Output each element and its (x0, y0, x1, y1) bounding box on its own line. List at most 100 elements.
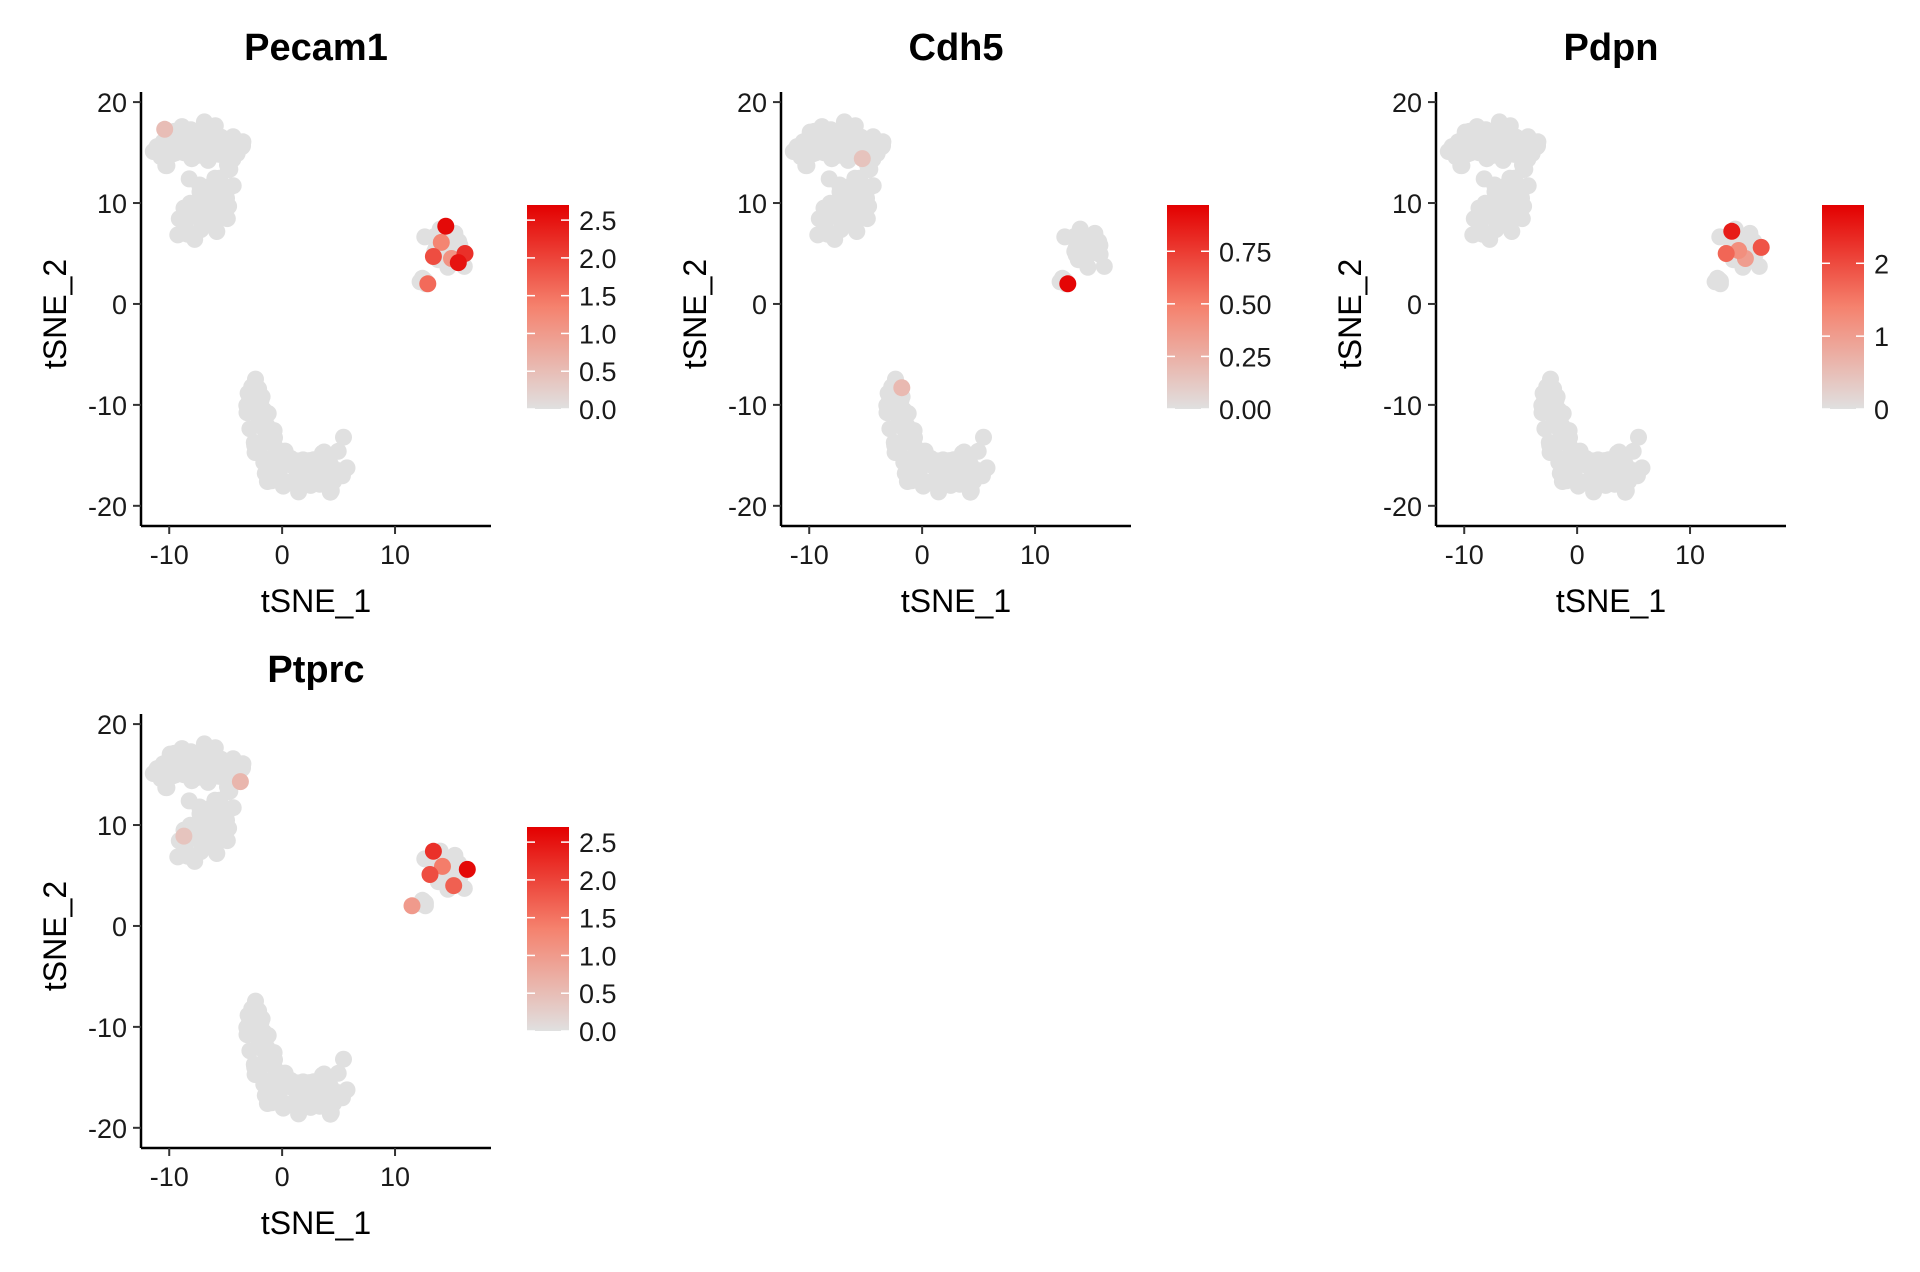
x-tick-label: 0 (915, 540, 930, 570)
cell-point (810, 210, 828, 228)
cell-points-expressing (853, 150, 1077, 397)
cell-point (960, 474, 978, 492)
x-tick-label: 10 (380, 1162, 410, 1192)
x-tick-label: -10 (1445, 540, 1484, 570)
x-tick-label: -10 (790, 540, 829, 570)
cell-point (241, 391, 258, 409)
cell-point (277, 473, 295, 491)
cell-point (1514, 156, 1531, 174)
feature-panel-pecam1: Pecam1 -10 0 10 20 10 0 -10 -20 tSNE_1 tSNE_2 0.0 0.… (37, 27, 617, 619)
cell-point (898, 473, 916, 490)
cell-point (917, 473, 935, 491)
expressing-cell-point (437, 217, 455, 235)
cell-point (792, 148, 810, 166)
cell-point (294, 451, 312, 469)
cell-point (416, 228, 434, 246)
cell-point (313, 1066, 331, 1084)
expressing-cell-point (421, 866, 439, 883)
cell-point (1529, 137, 1546, 155)
expressing-cell-point (156, 120, 174, 138)
x-tick-label: 10 (1675, 540, 1705, 570)
cell-point (831, 183, 849, 201)
cell-point (277, 1095, 295, 1113)
cell-point (291, 477, 309, 495)
cell-point (224, 177, 242, 195)
cell-point (874, 137, 891, 155)
cell-point (234, 759, 251, 777)
x-tick-label: 0 (275, 540, 290, 570)
cell-point (1542, 370, 1559, 388)
cell-point (973, 467, 991, 485)
cell-point (847, 180, 865, 198)
x-axis-title: tSNE_1 (901, 583, 1011, 619)
legend-label: 0.5 (579, 979, 617, 1009)
y-tick-label: -10 (88, 1013, 127, 1043)
cell-point (1555, 430, 1573, 448)
y-tick-label: 10 (1392, 189, 1422, 219)
legend-label: 2 (1874, 249, 1889, 279)
expressing-cell-point (403, 897, 421, 915)
cell-point (1475, 170, 1493, 188)
cell-point (247, 992, 264, 1010)
y-axis-title: tSNE_2 (37, 259, 73, 369)
y-tick-label: 10 (737, 189, 767, 219)
panel-title: Pdpn (1564, 27, 1659, 69)
legend-label: 2.5 (579, 828, 617, 858)
expressing-cell-point (1717, 245, 1735, 262)
cell-point (169, 136, 187, 154)
cell-point (219, 778, 236, 796)
cell-point (809, 136, 827, 154)
y-tick-label: -20 (728, 492, 767, 522)
cell-points-unexpressed (1439, 113, 1768, 501)
cell-point (152, 770, 170, 788)
legend-label: 0.5 (579, 357, 617, 387)
cell-point (1589, 451, 1607, 469)
cell-points-unexpressed (144, 113, 473, 501)
x-axis-title: tSNE_1 (1556, 583, 1666, 619)
cell-point (1586, 477, 1604, 495)
legend-label: 2.5 (579, 206, 617, 236)
panel-title: Pecam1 (244, 27, 388, 69)
cell-points-expressing (175, 773, 476, 915)
cell-point (1630, 428, 1647, 446)
cell-point (1494, 151, 1512, 169)
cell-point (1447, 148, 1465, 166)
expressing-cell-point (175, 827, 193, 845)
color-legend-bar (1822, 205, 1864, 409)
cell-point (209, 201, 227, 219)
x-axis-title: tSNE_1 (261, 1205, 371, 1241)
legend-label: 1.0 (579, 941, 617, 971)
expressing-cell-point (458, 860, 476, 878)
legend-label: 1.5 (579, 904, 617, 934)
cell-point (335, 1050, 352, 1068)
color-legend-bar (1167, 205, 1209, 409)
cell-point (953, 444, 971, 462)
cell-point (180, 170, 198, 188)
cell-point (329, 1064, 347, 1082)
y-axis-title: tSNE_2 (37, 881, 73, 991)
y-tick-label: -20 (1383, 492, 1422, 522)
y-tick-label: 10 (97, 811, 127, 841)
expressing-cell-point (853, 150, 871, 168)
feature-panel-cdh5: Cdh5 -10 0 10 20 10 0 -10 -20 tSNE_1 tSNE_2 0.00 0.2… (677, 27, 1272, 619)
panel-title: Ptprc (267, 649, 364, 691)
color-legend-bar (527, 827, 569, 1031)
cell-point (258, 473, 276, 490)
cell-point (881, 391, 898, 409)
expressing-cell-point (1723, 222, 1741, 240)
cell-point (199, 151, 217, 169)
cell-point (1081, 234, 1099, 252)
feature-panel-pdpn: Pdpn -10 0 10 20 10 0 -10 -20 tSNE_1 tSNE_2 0 1 2 (1332, 27, 1889, 619)
cell-point (207, 180, 225, 198)
panel-title: Cdh5 (909, 27, 1004, 69)
y-tick-label: 20 (737, 88, 767, 118)
cell-point (152, 148, 170, 166)
y-tick-label: 20 (97, 88, 127, 118)
cell-point (849, 201, 867, 219)
cell-point (1497, 126, 1515, 144)
cell-point (1624, 442, 1642, 460)
cell-points-expressing (156, 120, 474, 293)
expressing-cell-point (424, 248, 442, 265)
cell-point (191, 805, 209, 823)
y-tick-label: 10 (97, 189, 127, 219)
